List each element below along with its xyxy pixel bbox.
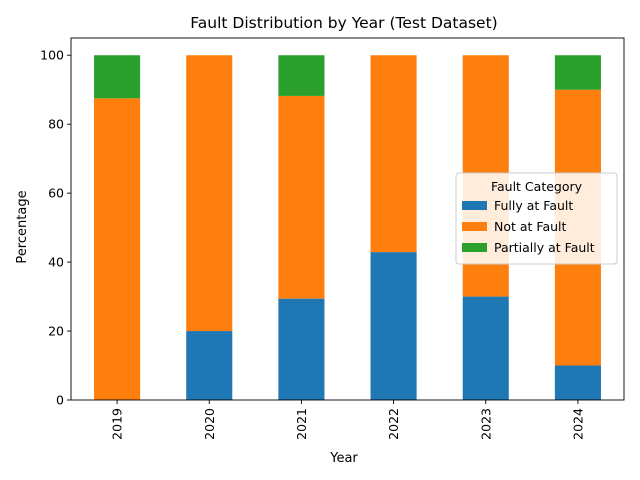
chart-title: Fault Distribution by Year (Test Dataset… (190, 14, 497, 32)
bar-segment-2020-series-2 (186, 55, 233, 332)
y-tick-label-100: 100 (40, 48, 64, 63)
bar-segment-2023-series-1 (462, 296, 509, 400)
bar-segment-2021-series-1 (278, 298, 325, 400)
x-tick-label-2020: 2020 (202, 408, 217, 440)
x-axis-label: Year (329, 451, 358, 466)
bar-segment-2024-series-3 (554, 55, 601, 90)
bar-segment-2019-series-2 (94, 98, 141, 400)
bar-segment-2022-series-1 (370, 252, 417, 400)
x-tick-label-2022: 2022 (386, 408, 401, 440)
y-tick-label-40: 40 (48, 255, 64, 270)
y-axis-label: Percentage (15, 190, 30, 263)
legend-swatch-3 (462, 243, 487, 252)
bar-segment-2024-series-1 (554, 365, 601, 400)
y-tick-label-0: 0 (56, 393, 64, 408)
x-tick-label-2024: 2024 (570, 408, 585, 440)
legend: Fault Category Fully at Fault Not at Fault… (455, 172, 618, 265)
bar-segment-2021-series-2 (278, 95, 325, 299)
bar-segment-2019-series-3 (94, 55, 141, 99)
axes: 0 20 40 60 80 100 2019 2020 2021 2022 2023 2024 (40, 37, 625, 440)
x-tick-label-2023: 2023 (478, 408, 493, 440)
x-tick-label-2019: 2019 (110, 408, 125, 440)
legend-title: Fault Category (491, 179, 583, 194)
y-tick-label-20: 20 (48, 324, 64, 339)
legend-label-2: Not at Fault (494, 219, 567, 234)
legend-label-1: Fully at Fault (494, 198, 573, 213)
legend-swatch-1 (462, 201, 487, 210)
legend-swatch-2 (462, 222, 487, 231)
legend-label-3: Partially at Fault (494, 240, 595, 255)
legend-frame (455, 172, 618, 265)
bar-segment-2022-series-2 (370, 55, 417, 253)
y-tick-label-80: 80 (48, 117, 64, 132)
bar-segment-2021-series-3 (278, 55, 325, 96)
plot-frame (70, 37, 625, 401)
x-tick-label-2021: 2021 (294, 408, 309, 440)
y-tick-label-60: 60 (48, 186, 64, 201)
bar-segment-2020-series-1 (186, 331, 233, 400)
